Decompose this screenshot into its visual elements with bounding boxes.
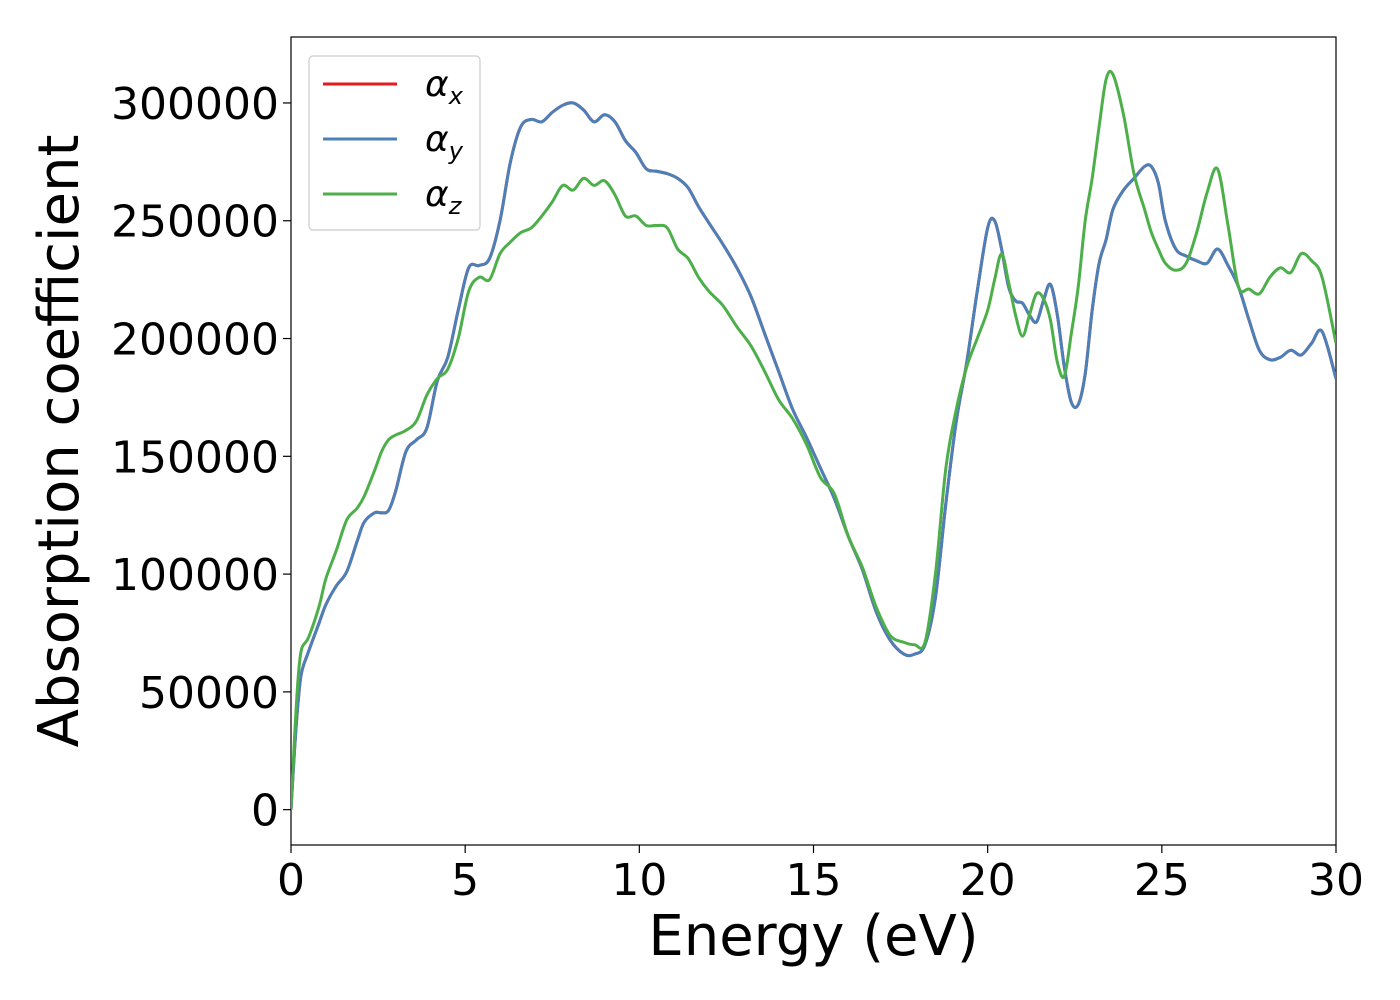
x-tick-label: 25: [1134, 855, 1190, 906]
y-tick-label: 100000: [111, 550, 279, 601]
y-axis-ticks: 0 50000 100000 150000 200000 250000 300000: [111, 79, 291, 837]
legend-label-y: αy: [425, 119, 464, 165]
x-axis-ticks: 0 5 10 15 20 25 30: [277, 845, 1364, 906]
y-tick-label: 250000: [111, 197, 279, 248]
legend-box: [308, 55, 481, 231]
x-tick-label: 15: [786, 855, 842, 906]
legend-label-x: αx: [425, 64, 464, 110]
x-tick-label: 0: [277, 855, 305, 906]
x-tick-label: 10: [611, 855, 667, 906]
x-tick-label: 5: [451, 855, 479, 906]
y-axis-title: Absorption coefficient: [27, 135, 92, 748]
legend: αx αy αz: [308, 55, 481, 231]
y-tick-label: 50000: [139, 668, 279, 719]
legend-label-z: αz: [425, 174, 463, 220]
x-axis-title: Energy (eV): [648, 904, 978, 969]
x-tick-label: 30: [1308, 855, 1364, 906]
x-tick-label: 20: [960, 855, 1016, 906]
y-tick-label: 150000: [111, 432, 279, 483]
y-tick-label: 0: [251, 786, 279, 837]
y-tick-label: 300000: [111, 79, 279, 130]
y-tick-label: 200000: [111, 315, 279, 366]
series-line-z: [291, 69, 1336, 810]
series-layer: [291, 69, 1336, 810]
